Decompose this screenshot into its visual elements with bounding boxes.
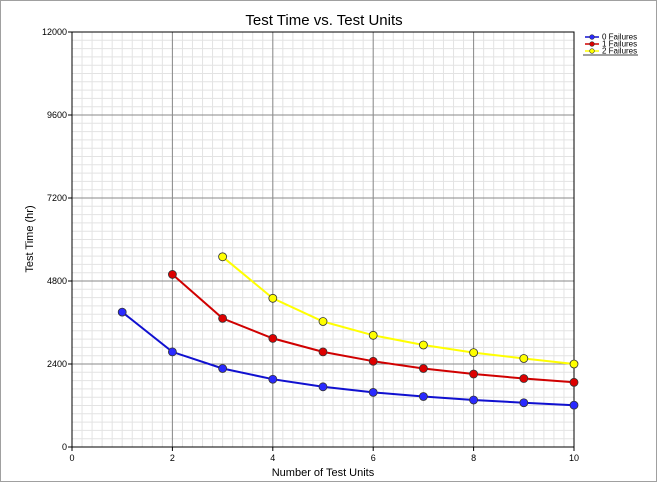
data-point — [469, 369, 479, 379]
y-tick-label: 2400 — [47, 359, 67, 369]
data-point — [318, 347, 328, 357]
series-0 — [117, 307, 579, 410]
series-layer — [117, 252, 579, 410]
y-axis: 0 2400 4800 7200 9600 12000 — [42, 27, 72, 452]
x-axis-label: Number of Test Units — [272, 467, 375, 479]
legend-swatch-marker — [589, 34, 595, 40]
data-point — [218, 313, 228, 323]
data-point — [418, 364, 428, 373]
plot-border — [71, 31, 575, 448]
x-tick-label: 4 — [270, 453, 275, 463]
x-axis: 0 2 4 6 8 10 — [69, 447, 579, 463]
legend-label: 2 Failures — [602, 47, 637, 56]
legend-label: 0 Failures — [602, 33, 637, 42]
data-point — [469, 395, 479, 405]
y-tick-label: 0 — [62, 442, 67, 452]
data-point — [519, 354, 529, 363]
data-point — [519, 374, 529, 383]
y-tick-label: 7200 — [47, 193, 67, 203]
data-point — [218, 252, 228, 262]
data-point — [167, 347, 177, 357]
data-point — [268, 334, 278, 343]
data-point — [418, 340, 428, 350]
data-point — [569, 359, 579, 369]
x-tick-label: 6 — [371, 453, 376, 463]
data-point — [117, 307, 127, 317]
y-tick-label: 4800 — [47, 276, 67, 286]
data-point — [318, 317, 328, 326]
series-1 — [167, 270, 579, 387]
legend-swatch-marker — [589, 48, 595, 54]
x-tick-label: 10 — [569, 453, 579, 463]
data-point — [218, 364, 228, 373]
data-point — [268, 374, 278, 384]
data-point — [368, 387, 378, 397]
x-tick-label: 8 — [471, 453, 476, 463]
y-tick-label: 12000 — [42, 27, 67, 37]
data-point — [569, 377, 579, 387]
data-point — [368, 330, 378, 340]
y-tick-label: 9600 — [47, 110, 67, 120]
data-point — [519, 398, 529, 408]
series-line — [221, 256, 575, 365]
y-axis-label: Test Time (hr) — [24, 205, 36, 272]
data-point — [368, 356, 378, 366]
series-line — [121, 311, 575, 407]
x-tick-label: 0 — [69, 453, 74, 463]
data-point — [268, 293, 278, 303]
legend-label: 1 Failures — [602, 40, 637, 49]
x-tick-label: 2 — [170, 453, 175, 463]
data-point — [569, 400, 579, 410]
legend-swatch-marker — [589, 41, 595, 47]
chart-title: Test Time vs. Test Units — [245, 12, 402, 29]
data-point — [318, 382, 328, 392]
data-point — [167, 270, 177, 279]
data-point — [418, 392, 428, 401]
series-2 — [218, 252, 579, 369]
data-point — [469, 348, 479, 357]
